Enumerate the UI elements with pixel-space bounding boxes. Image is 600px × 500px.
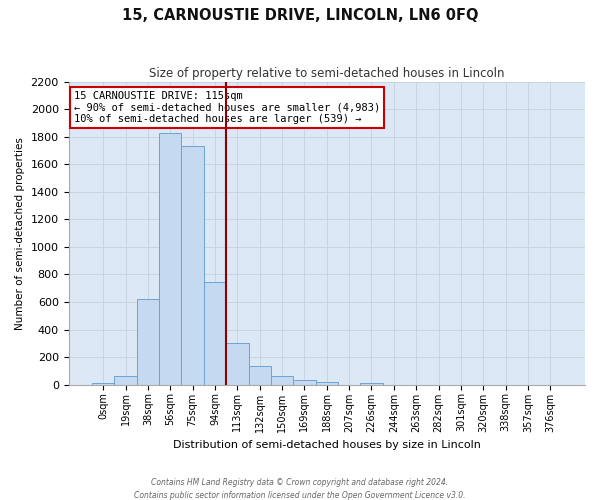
Bar xyxy=(248,366,271,384)
Bar xyxy=(137,298,159,384)
Bar xyxy=(115,376,137,384)
Bar xyxy=(204,282,226,384)
Title: Size of property relative to semi-detached houses in Lincoln: Size of property relative to semi-detach… xyxy=(149,68,505,80)
Bar xyxy=(293,380,316,384)
Bar xyxy=(271,376,293,384)
Bar xyxy=(159,132,181,384)
Bar xyxy=(361,382,383,384)
Y-axis label: Number of semi-detached properties: Number of semi-detached properties xyxy=(15,136,25,330)
Bar xyxy=(226,344,248,384)
X-axis label: Distribution of semi-detached houses by size in Lincoln: Distribution of semi-detached houses by … xyxy=(173,440,481,450)
Bar xyxy=(92,382,115,384)
Text: Contains HM Land Registry data © Crown copyright and database right 2024.
Contai: Contains HM Land Registry data © Crown c… xyxy=(134,478,466,500)
Bar xyxy=(181,146,204,384)
Text: 15, CARNOUSTIE DRIVE, LINCOLN, LN6 0FQ: 15, CARNOUSTIE DRIVE, LINCOLN, LN6 0FQ xyxy=(122,8,478,22)
Bar xyxy=(316,382,338,384)
Text: 15 CARNOUSTIE DRIVE: 115sqm
← 90% of semi-detached houses are smaller (4,983)
10: 15 CARNOUSTIE DRIVE: 115sqm ← 90% of sem… xyxy=(74,91,380,124)
